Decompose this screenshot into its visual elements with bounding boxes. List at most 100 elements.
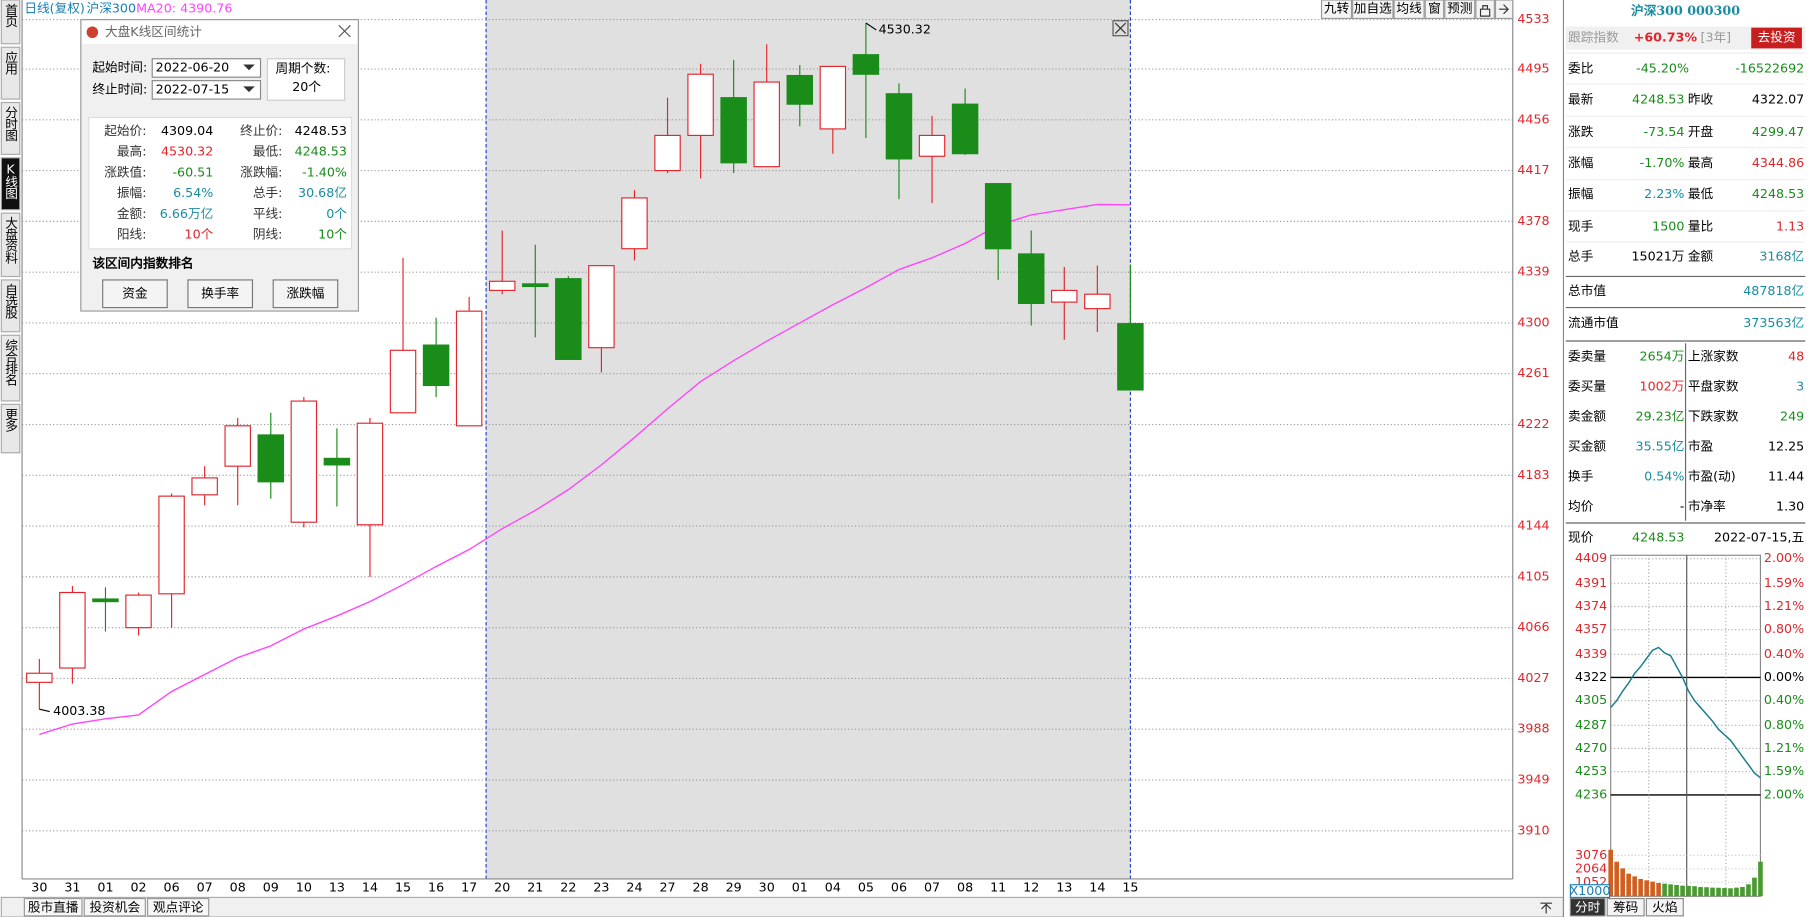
quote-value: 373563亿 (1743, 315, 1804, 330)
side-tab-label[interactable]: 自选股 (3, 283, 18, 319)
stat-value: 6.66万亿 (160, 206, 214, 221)
stat-value: 4248.53 (295, 123, 347, 138)
stat-label: 涨跌幅: (240, 164, 282, 179)
mini-tab[interactable] (1645, 897, 1684, 917)
arrow-icon (1498, 4, 1509, 15)
side-tab[interactable] (0, 279, 21, 333)
rank-button-label[interactable]: 换手率 (201, 285, 239, 300)
toolbar-button[interactable] (1444, 0, 1476, 20)
quote-value: - (1680, 498, 1685, 513)
quote-value: 2.23% (1644, 186, 1684, 201)
side-tab-label[interactable]: 大盘资料 (3, 217, 18, 265)
mini-tab-label[interactable]: 筹码 (1613, 899, 1638, 914)
start-date[interactable]: 2022-06-20 (156, 59, 230, 74)
end-combo[interactable] (151, 80, 262, 100)
x-tick-label: 12 (1023, 880, 1039, 895)
quote-value: 2654万 (1640, 349, 1685, 364)
mini-tab-label[interactable]: 分时 (1575, 899, 1601, 914)
bottom-tab[interactable] (83, 897, 146, 917)
bottom-tab[interactable] (23, 897, 83, 917)
quote-label: 市净率 (1688, 498, 1726, 513)
side-tab-label[interactable]: 分时图 (3, 106, 18, 142)
x-tick-label: 28 (693, 880, 709, 895)
mini-tab-label[interactable]: 火焰 (1652, 899, 1677, 914)
volume-bar (1674, 884, 1679, 897)
invest-button[interactable] (1751, 27, 1802, 49)
quote-value: 3 (1796, 379, 1804, 394)
side-tab[interactable] (0, 403, 21, 454)
x-tick-label: 15 (1122, 880, 1138, 895)
side-tab-label[interactable]: 首页 (3, 3, 18, 28)
toolbar-label[interactable]: 加自选 (1354, 1, 1392, 16)
mini-tab[interactable] (1606, 897, 1645, 917)
invest-label[interactable]: 去投资 (1758, 30, 1796, 45)
stat-value: -1.40% (302, 164, 347, 179)
volume-bar (1608, 849, 1613, 897)
side-tab[interactable] (0, 334, 21, 402)
side-tab[interactable] (0, 157, 21, 211)
popup-title: 大盘K线区间统计 (105, 24, 202, 39)
rank-button[interactable] (102, 279, 168, 309)
toolbar-button[interactable] (1352, 0, 1394, 20)
y-tick-label: 4183 (1517, 467, 1549, 482)
toolbar-label[interactable]: 九转 (1324, 1, 1350, 16)
rank-button[interactable] (187, 279, 254, 309)
unit-box (1569, 884, 1611, 898)
side-tab[interactable] (0, 101, 21, 155)
annotation-line (39, 708, 50, 713)
candle-body (621, 197, 648, 250)
y-tick-label: 4456 (1517, 111, 1549, 126)
volume-y-label: 3076 (1575, 847, 1607, 862)
side-tab-label[interactable]: K线图 (3, 161, 18, 200)
mini-tab[interactable] (1569, 897, 1606, 917)
index-name: 沪深300 (87, 1, 136, 16)
candle-body (654, 134, 681, 172)
rank-button-label[interactable]: 涨跌幅 (286, 285, 324, 300)
toolbar-label[interactable]: 窗 (1428, 1, 1441, 16)
side-tab-label[interactable]: 应用 (3, 50, 18, 77)
side-tab[interactable] (0, 0, 21, 45)
scroll-top-icon (1540, 902, 1552, 914)
toolbar-label[interactable]: 均线 (1396, 1, 1422, 16)
side-tab-label[interactable]: 综合排名 (3, 339, 18, 387)
volume-bar (1632, 876, 1637, 897)
bottom-tab-label[interactable]: 股市直播 (28, 899, 79, 914)
mini-y-label: 4391 (1575, 575, 1607, 590)
bottom-tab[interactable] (147, 897, 210, 917)
popup-close[interactable] (338, 24, 351, 38)
mini-price-line (1610, 646, 1761, 779)
quote-value: 1500 (1652, 218, 1684, 233)
quote-label: 委比 (1568, 61, 1593, 76)
x-tick-label: 04 (825, 880, 841, 895)
stat-value: 10个 (318, 227, 347, 242)
side-tab-label[interactable]: 更多 (3, 408, 18, 433)
mini-y-label: 4409 (1575, 550, 1607, 565)
x-tick-label: 17 (461, 880, 477, 895)
toolbar-button[interactable] (1393, 0, 1425, 20)
bottom-tab-label[interactable]: 观点评论 (153, 899, 204, 914)
toolbar-label[interactable]: 预测 (1447, 1, 1472, 16)
mini-y-label: 4305 (1575, 692, 1607, 707)
quote-value: 1.13 (1776, 218, 1804, 233)
toolbar-button[interactable] (1320, 0, 1353, 20)
side-tab[interactable] (0, 212, 21, 278)
mini-pct-label: 1.59% (1764, 575, 1804, 590)
mini-pct-label: 2.00% (1764, 550, 1804, 565)
y-tick-label: 4495 (1517, 61, 1549, 76)
quote-label: 涨幅 (1568, 155, 1594, 170)
quote-value: 4299.47 (1752, 124, 1804, 139)
quote-value: 4248.53 (1632, 92, 1684, 107)
rank-button[interactable] (272, 279, 339, 309)
bottom-tab-label[interactable]: 投资机会 (89, 899, 140, 914)
quote-value: -16522692 (1735, 61, 1804, 76)
start-combo[interactable] (151, 58, 262, 78)
quote-value: 4322.07 (1752, 92, 1804, 107)
quote-label: 现价 (1568, 529, 1594, 544)
rank-button-label[interactable]: 资金 (122, 285, 148, 300)
quote-label: 上涨家数 (1688, 349, 1739, 364)
toolbar-button[interactable] (1424, 0, 1445, 20)
side-tab[interactable] (0, 46, 21, 100)
end-date[interactable]: 2022-07-15 (156, 81, 230, 96)
quote-value: 487818亿 (1743, 283, 1804, 298)
